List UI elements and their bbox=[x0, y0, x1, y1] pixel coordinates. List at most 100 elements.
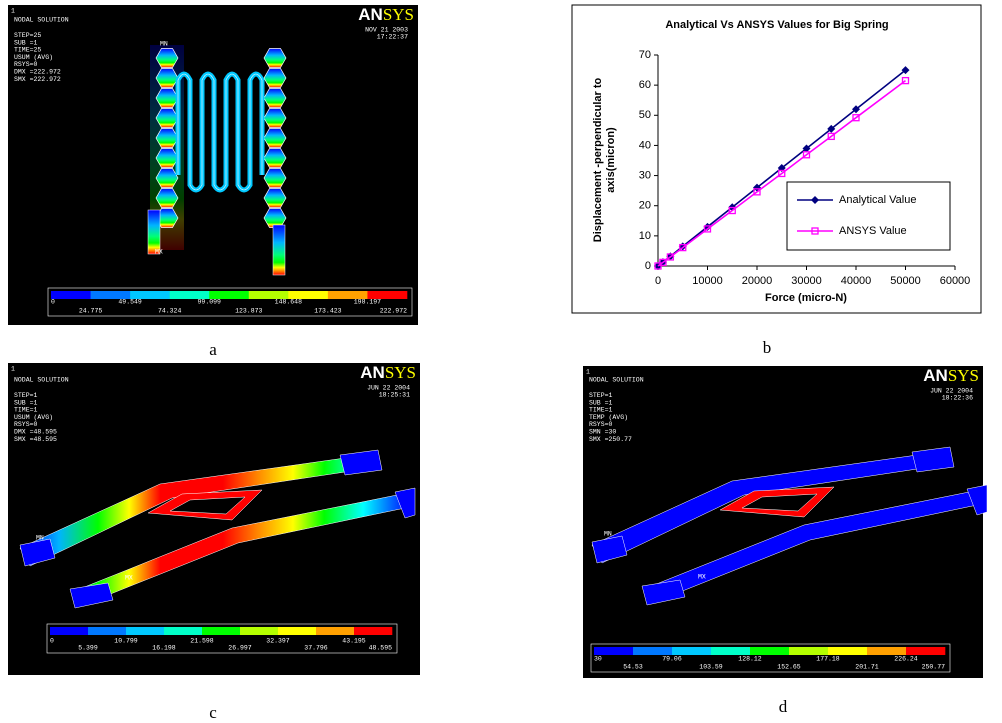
colorbar-label: 0 bbox=[51, 299, 55, 306]
colorbar-label: 173.423 bbox=[314, 308, 341, 315]
result-info: SMX =222.972 bbox=[14, 76, 61, 83]
colorbar-label: 222.972 bbox=[380, 308, 407, 315]
colorbar-label: 99.099 bbox=[198, 299, 222, 306]
result-info: TIME=1 bbox=[14, 407, 38, 414]
colorbar-band bbox=[164, 627, 202, 635]
min-marker: MN bbox=[604, 531, 612, 538]
colorbar-label: 30 bbox=[594, 656, 602, 663]
result-info: NODAL SOLUTION bbox=[14, 17, 69, 24]
colorbar-band bbox=[789, 647, 828, 655]
x-axis-title: Force (micro-N) bbox=[765, 292, 847, 304]
y-tick-label: 50 bbox=[639, 109, 651, 121]
colorbar-band bbox=[240, 627, 278, 635]
colorbar-label: 103.59 bbox=[699, 664, 723, 671]
x-tick-label: 0 bbox=[655, 275, 661, 287]
result-info: USUM (AVG) bbox=[14, 414, 53, 421]
colorbar-label: 26.997 bbox=[228, 645, 252, 652]
colorbar-label: 152.65 bbox=[777, 664, 801, 671]
result-info: STEP=25 bbox=[14, 32, 41, 39]
date: JUN 22 2004 bbox=[367, 385, 410, 392]
colorbar-band bbox=[867, 647, 906, 655]
colorbar-label: 250.77 bbox=[922, 664, 946, 671]
colorbar-band bbox=[278, 627, 316, 635]
colorbar-band bbox=[906, 647, 945, 655]
window-number: 1 bbox=[586, 369, 590, 376]
legend-label: Analytical Value bbox=[839, 194, 916, 206]
result-info: RSYS=0 bbox=[14, 421, 38, 428]
time: 18:25:31 bbox=[379, 392, 410, 399]
chart-title: Analytical Vs ANSYS Values for Big Sprin… bbox=[665, 19, 888, 31]
colorbar-band bbox=[594, 647, 633, 655]
caption: d bbox=[779, 697, 788, 716]
min-marker: MN bbox=[36, 535, 44, 542]
time: 17:22:37 bbox=[377, 34, 408, 41]
result-info: SUB =1 bbox=[14, 39, 38, 46]
colorbar-label: 148.648 bbox=[275, 299, 302, 306]
result-info: DMX =48.595 bbox=[14, 429, 57, 436]
result-info: TEMP (AVG) bbox=[589, 414, 628, 421]
caption: b bbox=[763, 338, 772, 357]
colorbar-label: 123.873 bbox=[235, 308, 262, 315]
colorbar-band bbox=[88, 627, 126, 635]
colorbar-band bbox=[711, 647, 750, 655]
date: JUN 22 2004 bbox=[930, 388, 973, 395]
colorbar-label: 43.195 bbox=[342, 638, 366, 645]
result-info: USUM (AVG) bbox=[14, 54, 53, 61]
result-info: RSYS=0 bbox=[589, 421, 613, 428]
y-tick-label: 60 bbox=[639, 79, 651, 91]
y-tick-label: 40 bbox=[639, 139, 651, 151]
result-info: TIME=1 bbox=[589, 407, 613, 414]
result-info: SUB =1 bbox=[14, 399, 38, 406]
chart-frame bbox=[572, 5, 981, 313]
x-tick-label: 60000 bbox=[940, 275, 971, 287]
colorbar-band bbox=[354, 627, 392, 635]
result-info: SMN =30 bbox=[589, 429, 616, 436]
ansys-logo: ANSYS bbox=[923, 366, 979, 386]
colorbar-label: 16.198 bbox=[152, 645, 176, 652]
caption: a bbox=[209, 340, 217, 359]
y-axis-title: axis(micron) bbox=[605, 127, 617, 193]
colorbar-label: 37.796 bbox=[304, 645, 328, 652]
max-marker: MX bbox=[155, 249, 163, 256]
result-info: STEP=1 bbox=[589, 392, 613, 399]
colorbar-band bbox=[126, 627, 164, 635]
y-axis-title: Displacement -perpendicular to bbox=[592, 78, 604, 243]
colorbar-label: 54.53 bbox=[623, 664, 643, 671]
y-tick-label: 70 bbox=[639, 49, 651, 61]
window-number: 1 bbox=[11, 8, 15, 15]
y-tick-label: 0 bbox=[645, 260, 651, 272]
colorbar-label: 5.399 bbox=[78, 645, 98, 652]
colorbar-band bbox=[316, 627, 354, 635]
colorbar-label: 32.397 bbox=[266, 638, 290, 645]
colorbar-band bbox=[202, 627, 240, 635]
colorbar-label: 21.598 bbox=[190, 638, 214, 645]
result-info: SMX =48.595 bbox=[14, 436, 57, 443]
colorbar-label: 74.324 bbox=[158, 308, 182, 315]
x-tick-label: 30000 bbox=[791, 275, 822, 287]
colorbar-label: 49.549 bbox=[118, 299, 142, 306]
ansys-logo: ANSYS bbox=[360, 363, 416, 383]
logo-part: SYS bbox=[385, 363, 416, 382]
colorbar-label: 201.71 bbox=[855, 664, 879, 671]
colorbar-label: 198.197 bbox=[354, 299, 381, 306]
caption: c bbox=[209, 703, 217, 722]
date: NOV 21 2003 bbox=[365, 27, 408, 34]
figure: Analytical Vs ANSYS Values for Big Sprin… bbox=[0, 0, 1002, 723]
window-number: 1 bbox=[11, 366, 15, 373]
y-tick-label: 30 bbox=[639, 169, 651, 181]
result-info: DMX =222.972 bbox=[14, 69, 61, 76]
max-marker: MX bbox=[698, 574, 706, 581]
logo-part: AN bbox=[360, 363, 385, 382]
colorbar-label: 177.18 bbox=[816, 656, 840, 663]
colorbar-band bbox=[672, 647, 711, 655]
x-tick-label: 50000 bbox=[890, 275, 921, 287]
result-info: SMX =250.77 bbox=[589, 436, 632, 443]
x-tick-label: 20000 bbox=[742, 275, 773, 287]
max-marker: MX bbox=[125, 575, 133, 582]
result-info: STEP=1 bbox=[14, 392, 38, 399]
colorbar-band bbox=[51, 291, 91, 299]
logo-part: SYS bbox=[948, 366, 979, 385]
legend-label: ANSYS Value bbox=[839, 225, 907, 237]
x-tick-label: 10000 bbox=[692, 275, 723, 287]
result-info: TIME=25 bbox=[14, 47, 41, 54]
